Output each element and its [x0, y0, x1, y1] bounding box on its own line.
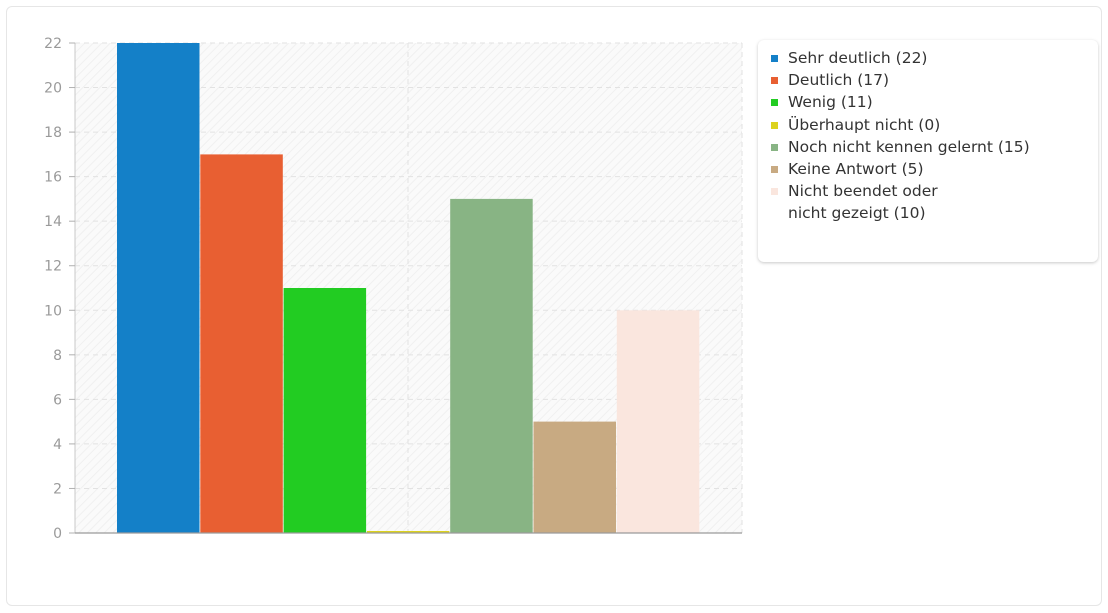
- legend-label: Keine Antwort (5): [788, 160, 924, 179]
- legend-swatch: [771, 77, 778, 85]
- legend-swatch: [771, 99, 778, 107]
- y-tick-label: 4: [53, 437, 62, 453]
- legend-item[interactable]: Noch nicht kennen gelernt (15): [771, 136, 1098, 158]
- legend-label: Nicht beendet oder nicht gezeigt (10): [788, 182, 938, 223]
- legend-item[interactable]: Nicht beendet oder nicht gezeigt (10): [771, 180, 1098, 224]
- y-tick-label: 14: [44, 214, 62, 230]
- legend-swatch: [771, 188, 778, 196]
- y-tick-label: 18: [44, 125, 62, 141]
- legend-item[interactable]: Sehr deutlich (22): [771, 47, 1098, 69]
- y-tick-label: 16: [44, 170, 62, 186]
- bar[interactable]: [200, 154, 283, 533]
- legend-item[interactable]: Deutlich (17): [771, 69, 1098, 91]
- y-tick-label: 0: [53, 526, 62, 542]
- bars: [117, 43, 700, 533]
- legend-label: Deutlich (17): [788, 71, 890, 90]
- legend-item[interactable]: Überhaupt nicht (0): [771, 114, 1098, 136]
- legend-label: Sehr deutlich (22): [788, 49, 928, 67]
- legend-label: Wenig (11): [788, 93, 873, 112]
- y-tick-label: 2: [53, 481, 62, 497]
- legend-swatch: [771, 143, 778, 151]
- bar[interactable]: [450, 198, 533, 533]
- y-ticks: 0 2 4 6 8 10 12 14 16 18 20 22: [44, 36, 75, 542]
- bar[interactable]: [616, 310, 700, 533]
- y-tick-label: 22: [44, 36, 62, 52]
- chart-legend: Sehr deutlich (22) Deutlich (17) Wenig (11…: [758, 40, 1098, 262]
- bar[interactable]: [283, 288, 367, 533]
- axes: [74, 43, 742, 534]
- legend-swatch: [771, 166, 778, 174]
- bar[interactable]: [117, 43, 200, 533]
- legend-swatch: [771, 55, 778, 62]
- y-tick-label: 6: [53, 392, 62, 408]
- y-tick-label: 10: [44, 303, 62, 319]
- legend-label: Noch nicht kennen gelernt (15): [788, 137, 1030, 156]
- legend-item[interactable]: Keine Antwort (5): [771, 158, 1098, 180]
- y-tick-label: 20: [44, 81, 62, 97]
- legend-swatch: [771, 121, 778, 129]
- bar[interactable]: [366, 531, 450, 533]
- bar[interactable]: [533, 421, 617, 533]
- legend-label: Überhaupt nicht (0): [788, 115, 941, 134]
- y-tick-label: 12: [44, 259, 62, 275]
- legend-item[interactable]: Wenig (11): [771, 91, 1098, 113]
- y-tick-label: 8: [53, 348, 62, 364]
